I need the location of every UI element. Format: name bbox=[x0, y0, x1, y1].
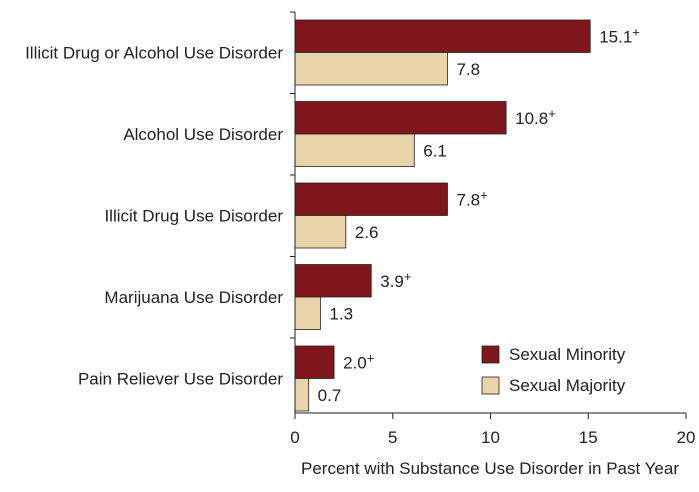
bar-minority bbox=[294, 19, 591, 53]
category-label: Pain Reliever Use Disorder bbox=[78, 370, 283, 389]
bar-majority bbox=[294, 296, 321, 330]
bar-minority bbox=[294, 101, 507, 135]
legend-swatch bbox=[481, 345, 500, 364]
category-label: Illicit Drug Use Disorder bbox=[104, 207, 283, 226]
legend-swatch bbox=[481, 376, 500, 395]
x-tick-label: 5 bbox=[388, 428, 397, 447]
x-tick-label: 15 bbox=[579, 428, 598, 447]
data-label: 2.0+ bbox=[343, 350, 374, 372]
category-label: Illicit Drug or Alcohol Use Disorder bbox=[25, 44, 283, 63]
bar-majority bbox=[294, 215, 347, 249]
data-label: 7.8 bbox=[456, 60, 480, 79]
bar-majority bbox=[294, 52, 448, 86]
data-label: 15.1+ bbox=[599, 24, 640, 46]
x-tick-label: 0 bbox=[290, 428, 299, 447]
bar-minority bbox=[294, 182, 448, 216]
bar-minority bbox=[294, 264, 372, 298]
bar-majority bbox=[294, 378, 310, 412]
x-tick-label: 10 bbox=[481, 428, 500, 447]
data-label: 6.1 bbox=[423, 141, 447, 160]
bar-majority bbox=[294, 133, 415, 167]
legend: Sexual Minority Sexual Majority bbox=[481, 345, 626, 395]
data-label: 0.7 bbox=[318, 386, 342, 405]
x-tick-label: 20 bbox=[677, 428, 696, 447]
bar-minority bbox=[294, 345, 335, 379]
category-label: Marijuana Use Disorder bbox=[104, 288, 283, 307]
data-label: 10.8+ bbox=[515, 106, 556, 128]
data-label: 2.6 bbox=[355, 223, 379, 242]
data-label: 1.3 bbox=[329, 304, 353, 323]
data-label: 7.8+ bbox=[456, 187, 487, 209]
data-label: 3.9+ bbox=[380, 269, 411, 291]
legend-label: Sexual Minority bbox=[509, 345, 626, 364]
legend-label: Sexual Majority bbox=[509, 376, 626, 395]
x-axis-label: Percent with Substance Use Disorder in P… bbox=[301, 459, 679, 478]
category-label: Alcohol Use Disorder bbox=[123, 125, 283, 144]
